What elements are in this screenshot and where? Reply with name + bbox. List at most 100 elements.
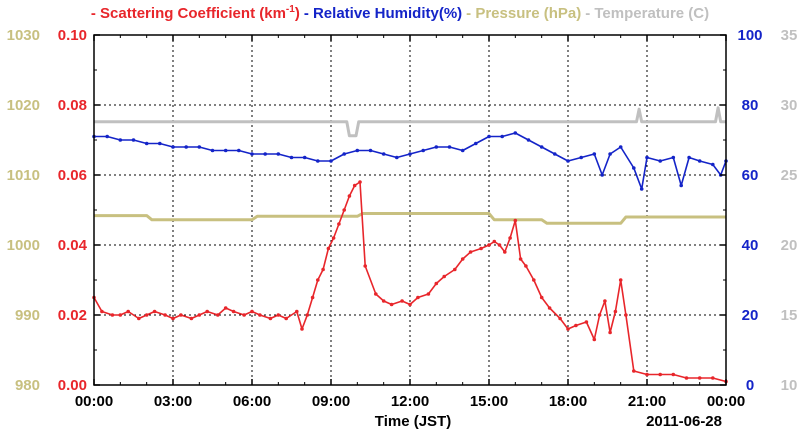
data-point-scattering-coefficient: [603, 299, 607, 303]
data-point-relative-humidity: [118, 138, 123, 142]
data-point-relative-humidity: [105, 134, 109, 139]
data-point-scattering-coefficient: [558, 316, 562, 321]
data-point-scattering-coefficient: [100, 309, 104, 314]
data-point-scattering-coefficient: [479, 246, 483, 251]
pressure-tick-label: 980: [15, 377, 40, 394]
data-point-scattering-coefficient: [331, 236, 336, 240]
data-point-relative-humidity: [513, 131, 518, 135]
x-axis-label: Time (JST): [375, 413, 451, 430]
data-point-relative-humidity: [460, 148, 465, 153]
legend-entry: - Pressure (hPa): [466, 5, 582, 22]
data-point-scattering-coefficient: [532, 278, 536, 282]
data-point-scattering-coefficient: [118, 313, 123, 317]
data-point-relative-humidity: [697, 159, 702, 163]
data-point-relative-humidity: [539, 145, 544, 149]
data-point-scattering-coefficient: [295, 309, 299, 314]
legend-entry: - Relative Humidity(%): [303, 5, 463, 22]
data-point-scattering-coefficient: [711, 376, 715, 380]
pressure-tick-label: 1000: [7, 237, 40, 254]
series-line-temperature: [94, 106, 726, 138]
data-point-relative-humidity: [158, 141, 162, 146]
data-point-relative-humidity: [289, 155, 294, 160]
data-point-scattering-coefficient: [363, 264, 368, 268]
data-point-relative-humidity: [263, 152, 268, 156]
humidity-tick-label: 100: [737, 27, 762, 44]
data-point-scattering-coefficient: [658, 372, 662, 377]
date-label: 2011-06-28: [646, 413, 722, 430]
data-point-scattering-coefficient: [358, 180, 362, 184]
scattering-tick-label: 0.10: [58, 27, 87, 44]
data-point-scattering-coefficient: [408, 302, 412, 307]
series-temperature: [94, 106, 726, 138]
data-point-relative-humidity: [342, 152, 347, 156]
data-point-relative-humidity: [600, 173, 604, 177]
data-point-relative-humidity: [408, 152, 412, 156]
data-point-relative-humidity: [487, 134, 491, 139]
data-point-relative-humidity: [579, 155, 583, 160]
data-point-relative-humidity: [368, 148, 373, 153]
data-point-scattering-coefficient: [171, 316, 175, 321]
data-point-relative-humidity: [355, 148, 360, 153]
data-point-scattering-coefficient: [613, 309, 618, 314]
data-point-scattering-coefficient: [460, 257, 465, 261]
pressure-tick-label: 1030: [7, 27, 40, 44]
data-point-scattering-coefficient: [434, 281, 439, 286]
series-line-pressure: [94, 212, 726, 225]
data-point-scattering-coefficient: [231, 309, 236, 314]
scattering-tick-label: 0.00: [58, 377, 87, 394]
legend-entry: - Scattering Coefficient (km-1): [90, 4, 300, 22]
data-point-relative-humidity: [671, 155, 676, 160]
data-point-scattering-coefficient: [508, 236, 512, 240]
temperature-tick-label: 15: [781, 307, 798, 324]
data-point-scattering-coefficient: [268, 316, 273, 321]
data-point-relative-humidity: [131, 138, 136, 142]
humidity-tick-label: 20: [742, 307, 759, 324]
data-point-scattering-coefficient: [442, 274, 447, 279]
data-point-scattering-coefficient: [126, 309, 130, 314]
data-point-relative-humidity: [329, 159, 333, 163]
legend-entry: - Temperature (C): [585, 5, 710, 22]
data-point-relative-humidity: [381, 152, 386, 156]
x-tick-label: 12:00: [391, 393, 429, 410]
scattering-tick-label: 0.06: [58, 167, 87, 184]
x-tick-label: 09:00: [312, 393, 350, 410]
pressure-tick-label: 1020: [7, 97, 40, 114]
data-point-scattering-coefficient: [468, 250, 473, 254]
data-point-scattering-coefficient: [453, 267, 457, 272]
chart-legend: - Scattering Coefficient (km-1) - Relativ…: [0, 4, 800, 22]
data-point-relative-humidity: [500, 134, 505, 139]
data-point-relative-humidity: [223, 148, 228, 153]
series-layer: [92, 106, 728, 384]
data-point-scattering-coefficient: [416, 295, 420, 300]
data-point-scattering-coefficient: [592, 337, 597, 342]
data-point-scattering-coefficient: [518, 257, 523, 261]
data-point-relative-humidity: [250, 152, 254, 156]
data-point-scattering-coefficient: [342, 208, 347, 212]
temperature-tick-label: 30: [781, 97, 798, 114]
data-point-relative-humidity: [171, 145, 175, 149]
axis-layer: 00:00 03:00 06:00 09:00 12:00 15:00 18:00 21:00…: [7, 27, 798, 410]
temperature-tick-label: 20: [781, 237, 798, 254]
temperature-tick-label: 10: [781, 377, 798, 394]
x-tick-label: 15:00: [470, 393, 508, 410]
x-tick-label: 21:00: [628, 393, 666, 410]
data-point-scattering-coefficient: [574, 323, 578, 328]
data-point-scattering-coefficient: [305, 313, 310, 317]
series-line-scattering-coefficient: [93, 181, 727, 383]
data-point-scattering-coefficient: [566, 327, 570, 331]
data-point-scattering-coefficient: [697, 376, 702, 380]
data-point-relative-humidity: [553, 152, 557, 156]
data-point-scattering-coefficient: [547, 306, 552, 310]
data-point-scattering-coefficient: [284, 316, 289, 321]
data-point-relative-humidity: [210, 148, 215, 153]
scattering-tick-label: 0.04: [58, 237, 88, 254]
data-point-scattering-coefficient: [179, 313, 183, 317]
scattering-tick-label: 0.02: [58, 307, 87, 324]
humidity-tick-label: 60: [742, 167, 759, 184]
data-point-scattering-coefficient: [671, 372, 676, 377]
data-point-scattering-coefficient: [426, 292, 431, 296]
data-point-scattering-coefficient: [216, 313, 220, 317]
data-point-scattering-coefficient: [645, 372, 649, 377]
data-point-scattering-coefficient: [163, 313, 167, 317]
pressure-tick-label: 990: [15, 307, 40, 324]
